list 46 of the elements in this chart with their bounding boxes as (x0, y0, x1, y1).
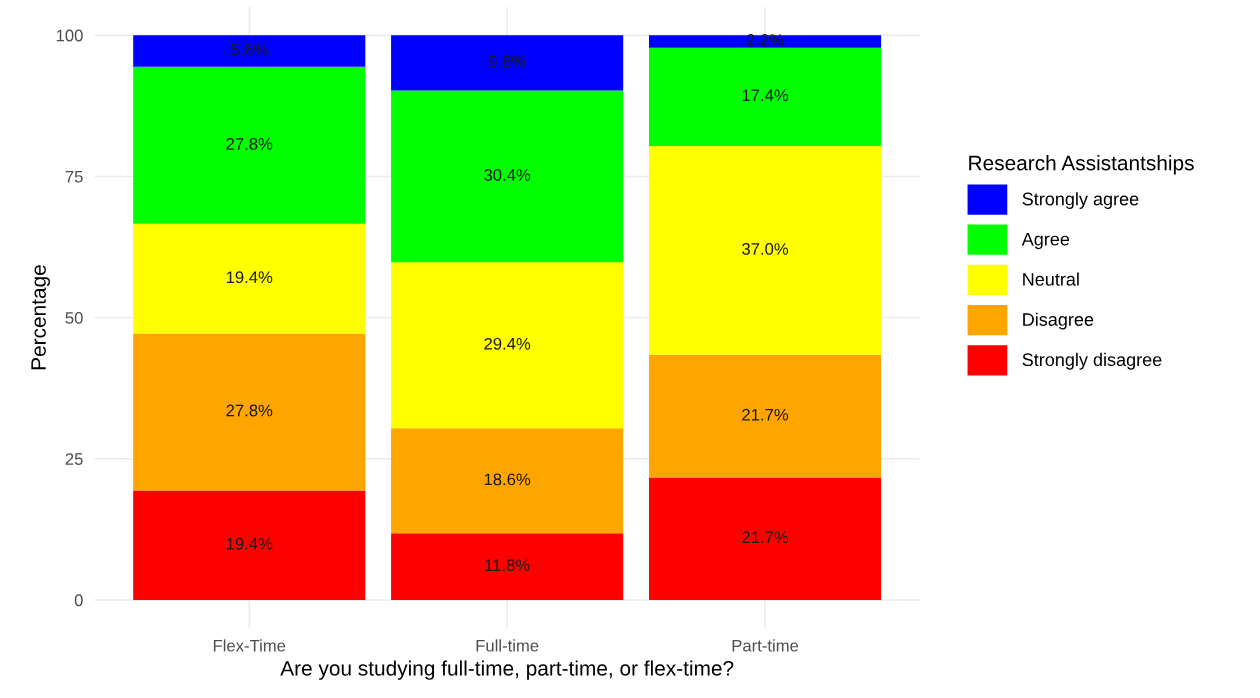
x-tick-label: Part-time (732, 639, 799, 652)
data-label: 5.6% (230, 43, 268, 56)
legend-label: Agree (1021, 232, 1070, 250)
legend-label: Neutral (1023, 272, 1079, 286)
data-label: 18.6% (484, 473, 531, 486)
legend-label: Strongly disagree (1022, 352, 1162, 370)
data-label: 30.4% (484, 169, 531, 181)
bar (391, 533, 624, 600)
x-tick-label: Full-time (476, 639, 539, 652)
bar (391, 90, 624, 263)
bar (391, 35, 624, 91)
data-label: 27.8% (226, 138, 273, 150)
bar (133, 66, 366, 224)
y-tick-label: 25 (65, 453, 83, 465)
data-label: 9.8% (488, 55, 526, 68)
data-label: 37.0% (742, 243, 789, 255)
y-axis-title: Percentage (31, 265, 51, 370)
bar (649, 35, 882, 48)
x-tick-label: Flex-Time (213, 639, 286, 652)
bar (649, 145, 882, 355)
y-tick-label: 75 (65, 170, 83, 183)
legend-label: Strongly agree (1022, 192, 1139, 209)
x-axis-title: Are you studying full-time, part-time, or flex-time? (280, 660, 734, 680)
data-label: 17.4% (742, 89, 789, 102)
bar (649, 477, 882, 600)
y-tick-label: 50 (65, 311, 83, 324)
data-label: 19.4% (226, 537, 273, 550)
legend-title: Research Assistantships (969, 155, 1194, 175)
bar (649, 47, 882, 146)
bar (649, 354, 882, 478)
data-label: 27.8% (226, 404, 273, 417)
data-label: 29.4% (484, 337, 531, 350)
data-label: 19.4% (226, 271, 273, 284)
data-label: 2.2% (746, 34, 784, 46)
data-label: 11.8% (485, 559, 530, 572)
y-tick-label: 0 (74, 594, 83, 607)
bar (133, 223, 366, 334)
data-label: 21.7% (742, 531, 789, 544)
y-tick-label: 100 (56, 29, 83, 42)
data-label: 21.7% (742, 408, 789, 421)
bar (391, 262, 624, 429)
bar (133, 490, 366, 600)
legend-label: Disagree (1023, 312, 1094, 330)
bar (391, 428, 624, 534)
bar (133, 333, 366, 491)
bar (133, 35, 366, 67)
